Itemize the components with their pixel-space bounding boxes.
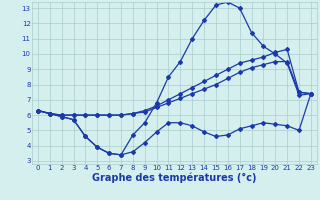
X-axis label: Graphe des températures (°c): Graphe des températures (°c) — [92, 173, 257, 183]
